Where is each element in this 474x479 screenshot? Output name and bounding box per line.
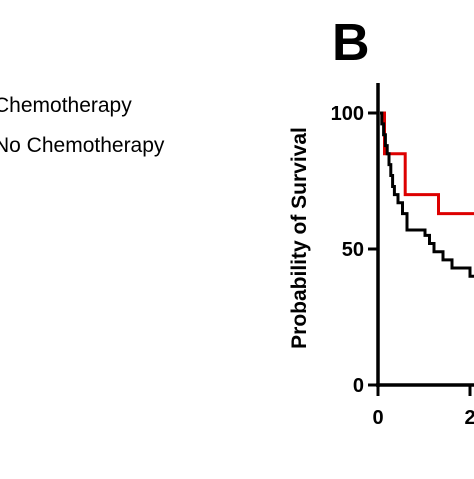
series-line-no-chemotherapy	[380, 111, 474, 278]
y-ticks: 0 50 100	[331, 103, 378, 397]
y-tick-label: 100	[331, 103, 364, 125]
y-tick-label: 0	[353, 375, 364, 397]
legend-label-chemotherapy: Chemotherapy	[0, 94, 132, 117]
legend-label-no-chemotherapy: No Chemotherapy	[0, 134, 165, 157]
y-axis-title: Probability of Survival	[288, 127, 311, 349]
x-tick-label: 0	[372, 407, 383, 429]
series-line-chemotherapy	[380, 111, 474, 216]
panel-label: B	[332, 14, 370, 72]
y-tick-label: 50	[342, 239, 364, 261]
x-tick-label: 2	[464, 407, 474, 429]
survival-curves	[380, 111, 474, 278]
